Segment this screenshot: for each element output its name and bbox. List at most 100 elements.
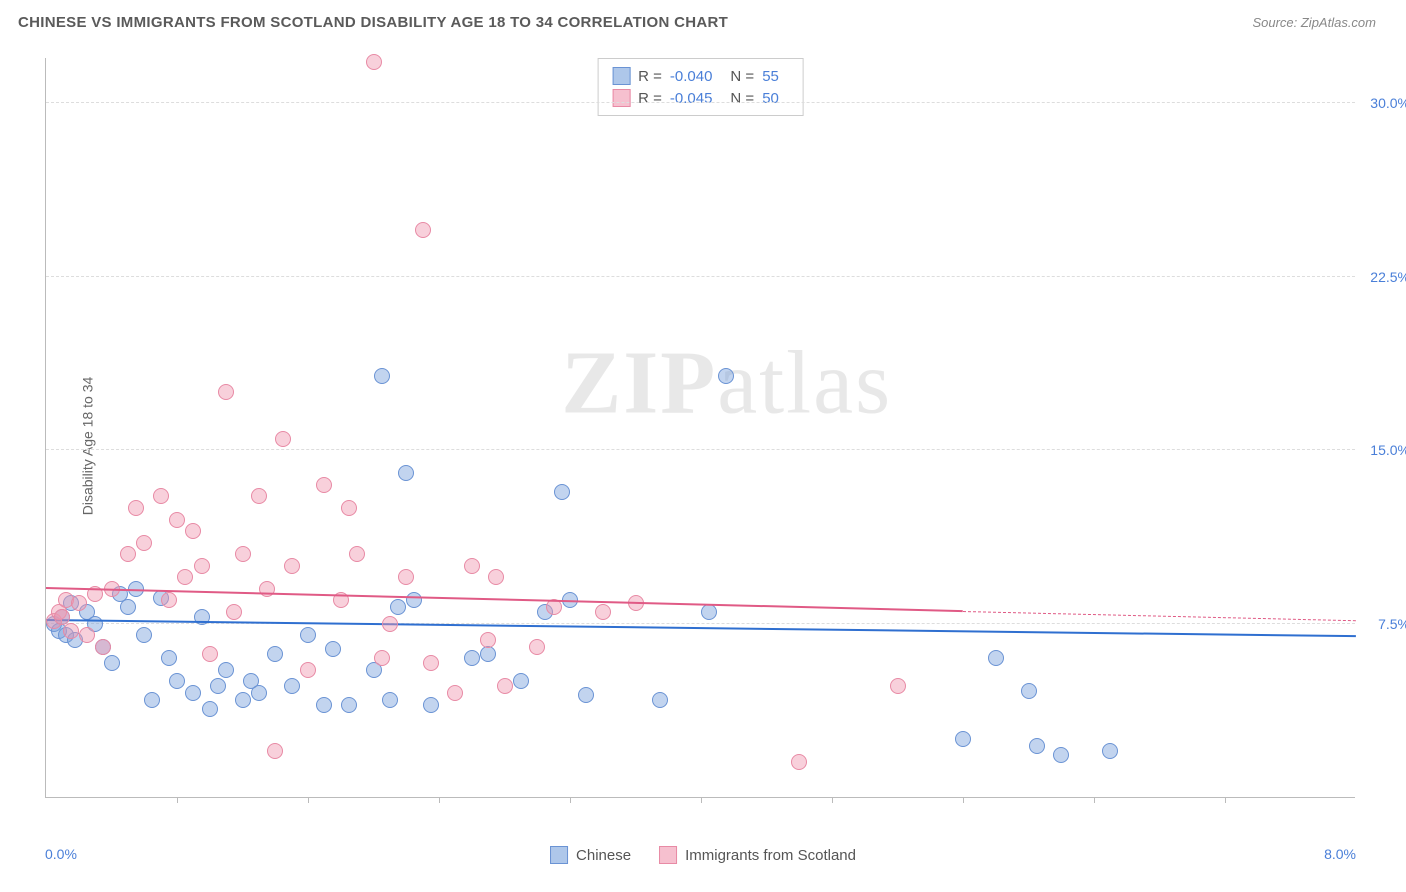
- data-point: [1102, 743, 1118, 759]
- x-tick: [1094, 797, 1095, 803]
- data-point: [316, 697, 332, 713]
- data-point: [513, 673, 529, 689]
- x-tick: [1225, 797, 1226, 803]
- data-point: [284, 678, 300, 694]
- x-tick: [701, 797, 702, 803]
- data-point: [144, 692, 160, 708]
- chart-header: CHINESE VS IMMIGRANTS FROM SCOTLAND DISA…: [0, 0, 1406, 39]
- data-point: [210, 678, 226, 694]
- y-tick-label: 30.0%: [1370, 95, 1406, 111]
- data-point: [267, 743, 283, 759]
- legend-label: Immigrants from Scotland: [685, 847, 856, 864]
- data-point: [275, 431, 291, 447]
- stat-r-label: R =: [638, 68, 662, 85]
- stat-n-label: N =: [730, 68, 754, 85]
- data-point: [464, 650, 480, 666]
- data-point: [791, 754, 807, 770]
- data-point: [267, 646, 283, 662]
- data-point: [153, 488, 169, 504]
- data-point: [71, 595, 87, 611]
- stat-r-value: -0.040: [670, 68, 713, 85]
- data-point: [185, 685, 201, 701]
- data-point: [218, 662, 234, 678]
- x-tick: [308, 797, 309, 803]
- y-tick-label: 7.5%: [1378, 616, 1406, 632]
- stats-row: R =-0.040N =55: [612, 65, 789, 87]
- data-point: [235, 692, 251, 708]
- x-tick: [570, 797, 571, 803]
- x-axis-min-label: 0.0%: [45, 846, 77, 862]
- x-axis-max-label: 8.0%: [1324, 846, 1356, 862]
- legend-label: Chinese: [576, 847, 631, 864]
- data-point: [366, 54, 382, 70]
- data-point: [554, 484, 570, 500]
- data-point: [251, 488, 267, 504]
- data-point: [136, 535, 152, 551]
- data-point: [251, 685, 267, 701]
- gridline: [46, 276, 1355, 277]
- data-point: [398, 465, 414, 481]
- data-point: [226, 604, 242, 620]
- data-point: [95, 639, 111, 655]
- data-point: [595, 604, 611, 620]
- legend-item: Immigrants from Scotland: [659, 846, 856, 864]
- x-tick: [177, 797, 178, 803]
- data-point: [169, 673, 185, 689]
- chart-source: Source: ZipAtlas.com: [1252, 15, 1376, 30]
- chart-title: CHINESE VS IMMIGRANTS FROM SCOTLAND DISA…: [18, 14, 728, 31]
- data-point: [578, 687, 594, 703]
- data-point: [652, 692, 668, 708]
- data-point: [218, 384, 234, 400]
- data-point: [423, 697, 439, 713]
- data-point: [374, 650, 390, 666]
- data-point: [1021, 683, 1037, 699]
- data-point: [194, 558, 210, 574]
- legend-swatch: [659, 846, 677, 864]
- stats-row: R =-0.045N =50: [612, 87, 789, 109]
- data-point: [341, 500, 357, 516]
- data-point: [1029, 738, 1045, 754]
- data-point: [497, 678, 513, 694]
- data-point: [63, 623, 79, 639]
- data-point: [235, 546, 251, 562]
- data-point: [316, 477, 332, 493]
- data-point: [1053, 747, 1069, 763]
- data-point: [701, 604, 717, 620]
- data-point: [185, 523, 201, 539]
- scatter-chart: ZIPatlas R =-0.040N =55R =-0.045N =50 7.…: [45, 58, 1355, 798]
- data-point: [890, 678, 906, 694]
- data-point: [104, 655, 120, 671]
- trend-line-dashed: [963, 611, 1356, 621]
- data-point: [300, 662, 316, 678]
- data-point: [447, 685, 463, 701]
- legend-swatch: [612, 67, 630, 85]
- stat-n-value: 50: [762, 90, 779, 107]
- gridline: [46, 449, 1355, 450]
- data-point: [480, 632, 496, 648]
- data-point: [480, 646, 496, 662]
- data-point: [202, 701, 218, 717]
- data-point: [398, 569, 414, 585]
- data-point: [325, 641, 341, 657]
- data-point: [120, 546, 136, 562]
- x-tick: [963, 797, 964, 803]
- data-point: [423, 655, 439, 671]
- legend-swatch: [550, 846, 568, 864]
- data-point: [488, 569, 504, 585]
- data-point: [988, 650, 1004, 666]
- data-point: [415, 222, 431, 238]
- data-point: [382, 692, 398, 708]
- data-point: [718, 368, 734, 384]
- data-point: [529, 639, 545, 655]
- series-legend: Chinese Immigrants from Scotland: [550, 846, 856, 864]
- stat-r-value: -0.045: [670, 90, 713, 107]
- x-tick: [832, 797, 833, 803]
- y-tick-label: 22.5%: [1370, 269, 1406, 285]
- stat-n-label: N =: [730, 90, 754, 107]
- gridline: [46, 102, 1355, 103]
- data-point: [169, 512, 185, 528]
- data-point: [349, 546, 365, 562]
- data-point: [341, 697, 357, 713]
- data-point: [128, 500, 144, 516]
- data-point: [284, 558, 300, 574]
